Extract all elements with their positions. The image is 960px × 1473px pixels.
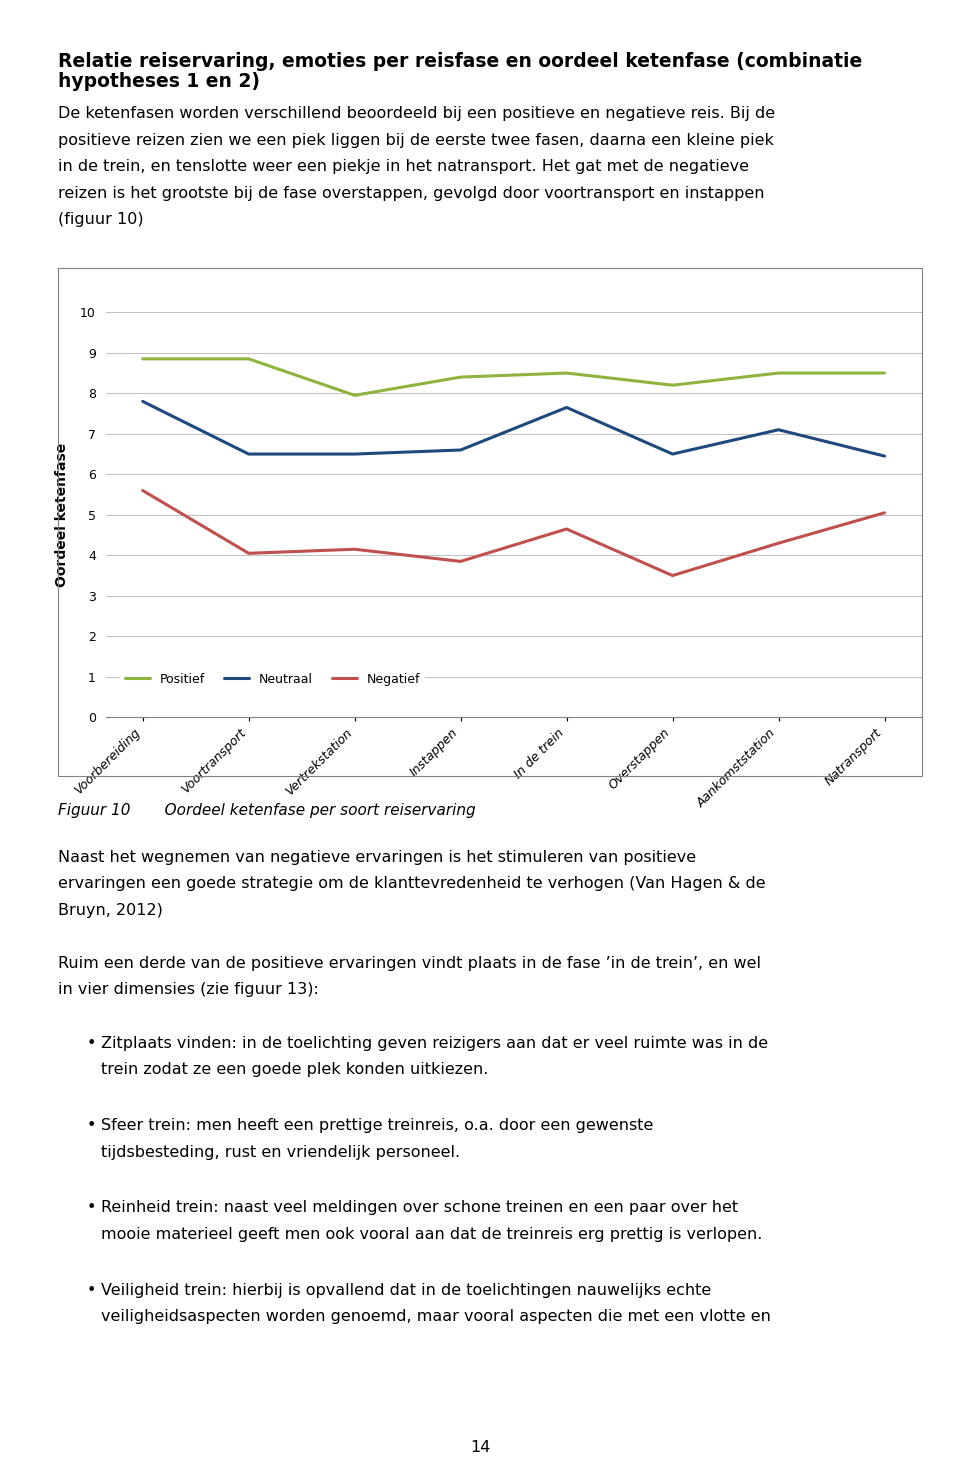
Text: Zitplaats vinden: in de toelichting geven reizigers aan dat er veel ruimte was i: Zitplaats vinden: in de toelichting geve… bbox=[101, 1036, 768, 1050]
Text: tijdsbesteding, rust en vriendelijk personeel.: tijdsbesteding, rust en vriendelijk pers… bbox=[101, 1145, 460, 1159]
Y-axis label: Oordeel ketenfase: Oordeel ketenfase bbox=[55, 443, 69, 586]
Text: (figuur 10): (figuur 10) bbox=[58, 212, 143, 227]
Text: Figuur 10       Oordeel ketenfase per soort reiservaring: Figuur 10 Oordeel ketenfase per soort re… bbox=[58, 803, 475, 818]
Text: •: • bbox=[86, 1036, 96, 1050]
Negatief bbox=[667, 567, 679, 585]
Positief bbox=[667, 376, 679, 393]
Positief bbox=[455, 368, 467, 386]
Negatief bbox=[137, 482, 149, 499]
Neutraal bbox=[773, 421, 784, 439]
Neutraal bbox=[348, 445, 360, 463]
Legend: Positief, Neutraal, Negatief: Positief, Neutraal, Negatief bbox=[120, 667, 425, 691]
Positief bbox=[348, 386, 360, 404]
Line: Negatief: Negatief bbox=[143, 491, 884, 576]
Text: hypotheses 1 en 2): hypotheses 1 en 2) bbox=[58, 72, 259, 91]
Neutraal bbox=[243, 445, 254, 463]
Text: •: • bbox=[86, 1200, 96, 1215]
Text: Sfeer trein: men heeft een prettige treinreis, o.a. door een gewenste: Sfeer trein: men heeft een prettige trei… bbox=[101, 1118, 653, 1133]
Positief bbox=[243, 351, 254, 368]
Neutraal bbox=[878, 448, 890, 465]
Text: •: • bbox=[86, 1118, 96, 1133]
Neutraal bbox=[667, 445, 679, 463]
Text: ervaringen een goede strategie om de klanttevredenheid te verhogen (Van Hagen & : ervaringen een goede strategie om de kla… bbox=[58, 876, 765, 891]
Text: •: • bbox=[86, 1283, 96, 1298]
Text: De ketenfasen worden verschillend beoordeeld bij een positieve en negatieve reis: De ketenfasen worden verschillend beoord… bbox=[58, 106, 775, 121]
Text: positieve reizen zien we een piek liggen bij de eerste twee fasen, daarna een kl: positieve reizen zien we een piek liggen… bbox=[58, 133, 774, 147]
Negatief bbox=[348, 541, 360, 558]
Text: Reinheid trein: naast veel meldingen over schone treinen en een paar over het: Reinheid trein: naast veel meldingen ove… bbox=[101, 1200, 738, 1215]
Negatief bbox=[773, 535, 784, 552]
Line: Neutraal: Neutraal bbox=[143, 401, 884, 457]
Negatief bbox=[878, 504, 890, 521]
Text: mooie materieel geeft men ook vooral aan dat de treinreis erg prettig is verlope: mooie materieel geeft men ook vooral aan… bbox=[101, 1227, 762, 1242]
Text: Naast het wegnemen van negatieve ervaringen is het stimuleren van positieve: Naast het wegnemen van negatieve ervarin… bbox=[58, 850, 696, 865]
Text: Ruim een derde van de positieve ervaringen vindt plaats in de fase ʼin de treinʼ: Ruim een derde van de positieve ervaring… bbox=[58, 956, 760, 971]
Text: Veiligheid trein: hierbij is opvallend dat in de toelichtingen nauwelijks echte: Veiligheid trein: hierbij is opvallend d… bbox=[101, 1283, 711, 1298]
Neutraal bbox=[137, 392, 149, 409]
Text: reizen is het grootste bij de fase overstappen, gevolgd door voortransport en in: reizen is het grootste bij de fase overs… bbox=[58, 186, 764, 200]
Negatief bbox=[455, 552, 467, 570]
Negatief bbox=[561, 520, 572, 538]
Positief bbox=[878, 364, 890, 382]
Positief bbox=[773, 364, 784, 382]
Text: veiligheidsaspecten worden genoemd, maar vooral aspecten die met een vlotte en: veiligheidsaspecten worden genoemd, maar… bbox=[101, 1309, 771, 1324]
Line: Positief: Positief bbox=[143, 359, 884, 395]
Text: 14: 14 bbox=[469, 1441, 491, 1455]
Text: trein zodat ze een goede plek konden uitkiezen.: trein zodat ze een goede plek konden uit… bbox=[101, 1062, 489, 1077]
Negatief bbox=[243, 545, 254, 563]
Text: Relatie reiservaring, emoties per reisfase en oordeel ketenfase (combinatie: Relatie reiservaring, emoties per reisfa… bbox=[58, 52, 862, 71]
Neutraal bbox=[455, 440, 467, 458]
Text: Bruyn, 2012): Bruyn, 2012) bbox=[58, 903, 162, 918]
Positief bbox=[137, 351, 149, 368]
Neutraal bbox=[561, 399, 572, 417]
Text: in de trein, en tenslotte weer een piekje in het natransport. Het gat met de neg: in de trein, en tenslotte weer een piekj… bbox=[58, 159, 749, 174]
Positief bbox=[561, 364, 572, 382]
Text: in vier dimensies (zie figuur 13):: in vier dimensies (zie figuur 13): bbox=[58, 982, 319, 997]
